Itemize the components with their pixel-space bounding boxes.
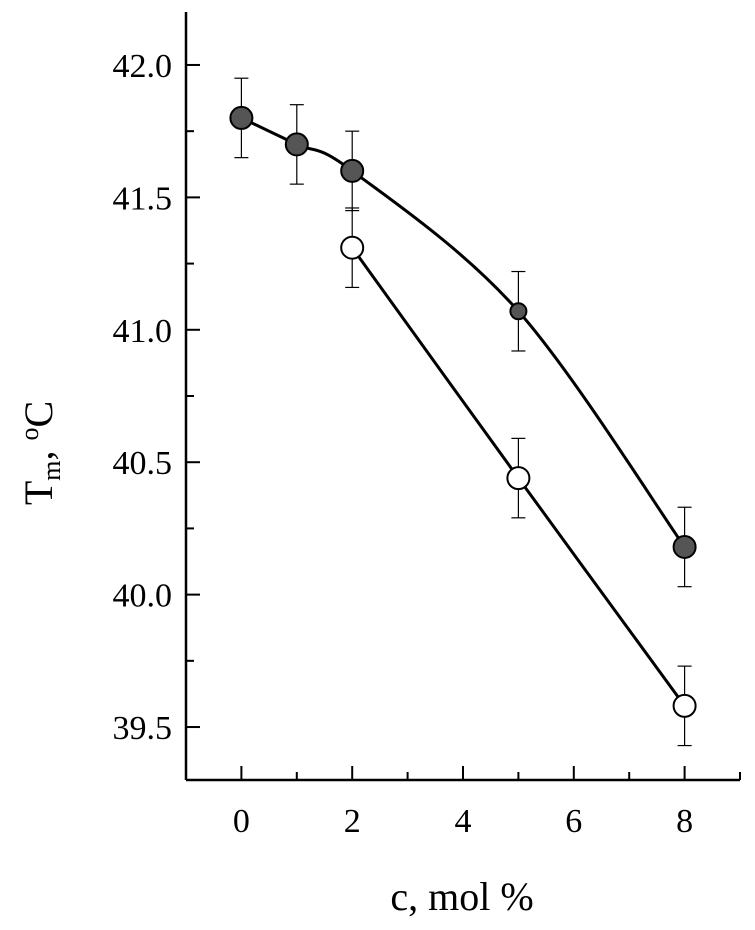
y-axis-title-subscript: m xyxy=(37,461,66,481)
y-tick-label: 39.5 xyxy=(113,710,173,747)
filled-data-point xyxy=(284,132,309,157)
tick-labels: 0 2 4 6 8 39.5 40.0 40.5 41.0 41.5 42.0 xyxy=(113,48,694,840)
filled-data-point xyxy=(229,105,254,130)
y-axis-title-base: T xyxy=(16,481,61,505)
open-data-point xyxy=(340,235,365,260)
x-tick-label: 0 xyxy=(233,803,250,840)
x-tick-label: 4 xyxy=(455,803,472,840)
x-tick-label: 6 xyxy=(565,803,582,840)
axes xyxy=(184,12,740,782)
open-data-point xyxy=(672,693,697,718)
series-1-curve xyxy=(240,116,686,548)
y-tick-label: 42.0 xyxy=(113,48,173,85)
y-tick-label: 41.5 xyxy=(113,180,173,217)
y-axis-title-unit: C xyxy=(16,401,61,428)
y-tick-label: 40.5 xyxy=(113,445,173,482)
data-points xyxy=(229,105,697,718)
filled-data-point xyxy=(340,158,365,183)
x-tick-label: 2 xyxy=(344,803,361,840)
y-tick-label: 41.0 xyxy=(113,313,173,350)
x-tick-label: 8 xyxy=(676,803,693,840)
y-tick-label: 40.0 xyxy=(113,578,173,615)
filled-data-point xyxy=(672,534,697,559)
y-axis-title-sep: , xyxy=(16,441,61,461)
y-axis-title-superscript: o xyxy=(15,428,44,441)
error-bars xyxy=(234,77,692,747)
filled-data-point xyxy=(509,302,528,321)
open-data-point xyxy=(506,466,531,491)
x-axis-title: c, mol % xyxy=(390,874,533,919)
y-axis-title: Tm, oC xyxy=(15,401,66,505)
ticks xyxy=(185,63,741,780)
curves xyxy=(240,116,686,707)
